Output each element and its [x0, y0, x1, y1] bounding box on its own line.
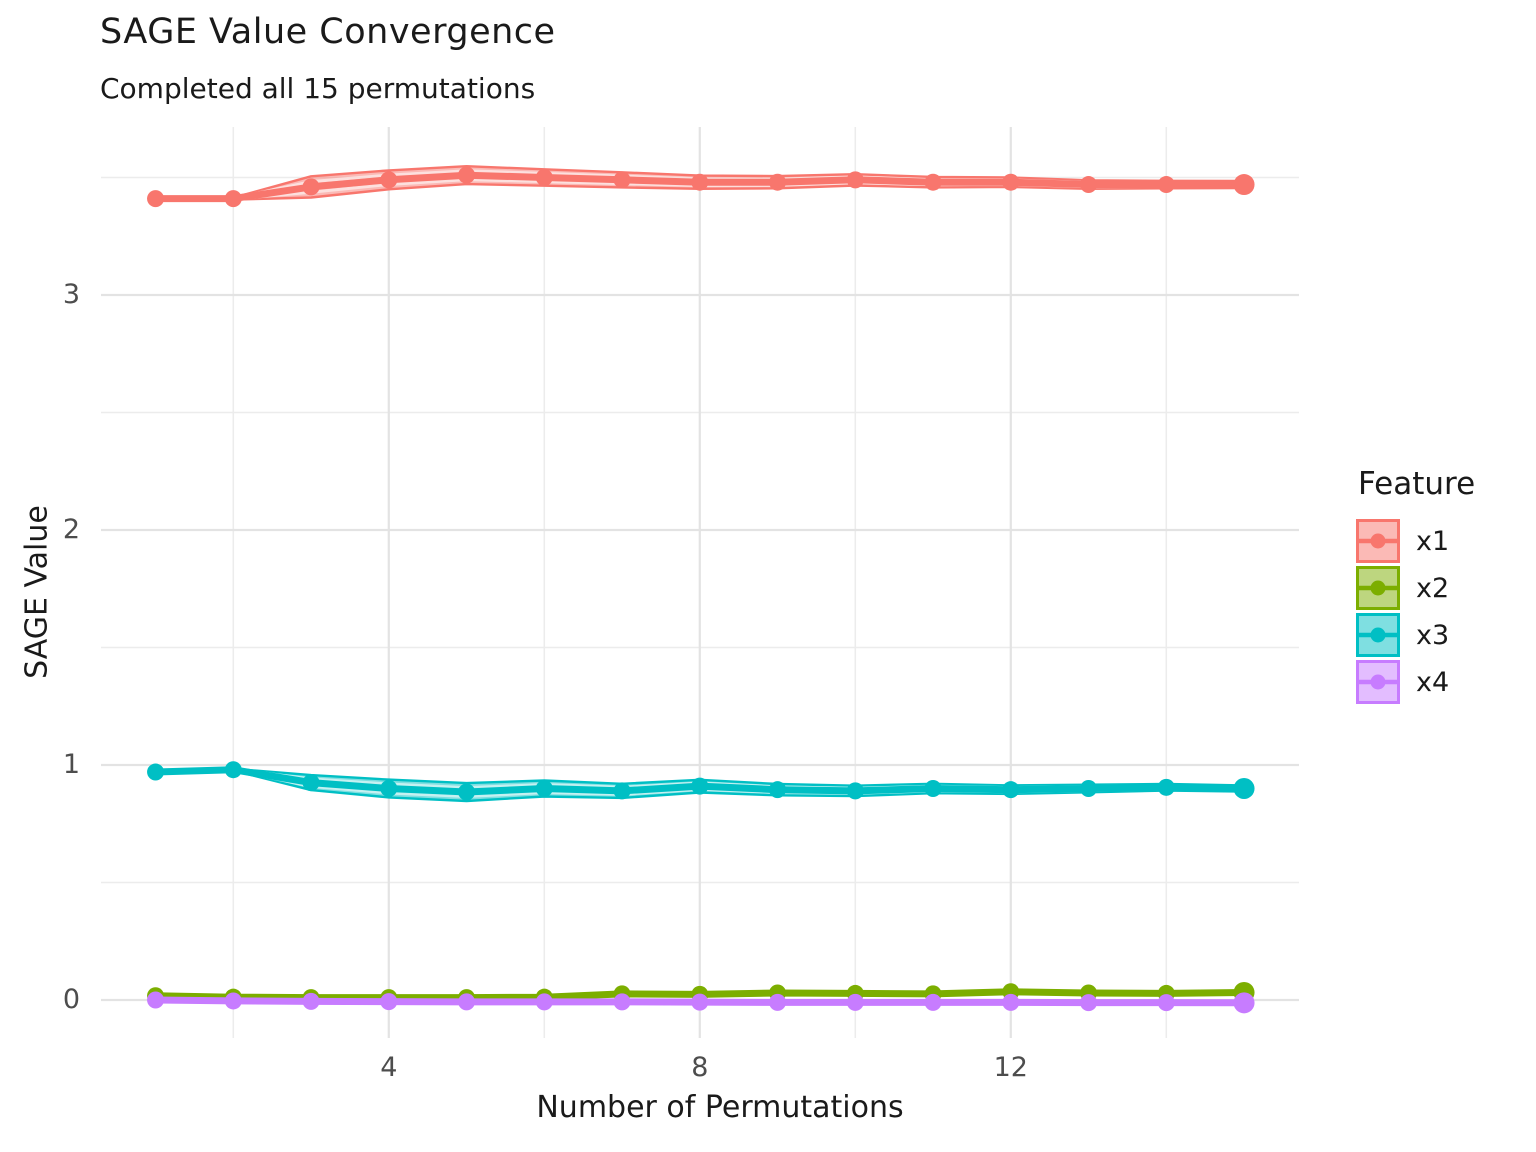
series-x3-point [846, 782, 864, 800]
x-axis-title: Number of Permutations [536, 1090, 904, 1125]
legend-entry-x1: x1 [1356, 519, 1475, 563]
series-x1-point [147, 190, 165, 208]
legend-entries: x1 x2 x3 x4 [1356, 519, 1475, 704]
series-x3-point [1080, 780, 1098, 797]
legend-key-x3 [1356, 613, 1400, 657]
x-tick-label: 12 [993, 1052, 1028, 1083]
series-x1-point [846, 171, 864, 189]
legend-key-x1 [1356, 519, 1400, 563]
series-x4-point [535, 993, 553, 1011]
series-x4-point [1157, 994, 1175, 1012]
series-x1-point [769, 173, 787, 191]
series-x4-point [302, 992, 320, 1010]
legend-key-glyph [1359, 533, 1397, 549]
y-tick-label: 1 [62, 749, 80, 780]
series-x1-point [302, 178, 320, 196]
legend-label: x3 [1416, 619, 1450, 651]
series-x1-point [535, 169, 553, 186]
legend-key-glyph [1359, 580, 1397, 596]
series-x4-point [846, 993, 864, 1011]
series-x3-point [147, 763, 165, 781]
x-tick-label: 4 [380, 1052, 398, 1083]
series-x3-point [1233, 778, 1255, 799]
series-x3-point [380, 780, 398, 797]
series-x1-point [224, 190, 242, 208]
y-tick-label: 3 [62, 279, 80, 310]
series-x4-point [1233, 992, 1255, 1014]
series-x3-point [691, 777, 709, 795]
series-x1-point [380, 171, 398, 189]
series-x1-point [924, 173, 942, 191]
series-x1-point [1233, 174, 1255, 196]
series-x3-point [302, 774, 320, 792]
series-x3-point [535, 780, 553, 797]
series-x3-point [1157, 778, 1175, 796]
legend-label: x2 [1416, 572, 1450, 604]
legend-key-glyph [1359, 674, 1397, 690]
legend-key-x2 [1356, 566, 1400, 610]
chart-title: SAGE Value Convergence [100, 12, 556, 52]
series-x4-point [458, 993, 476, 1011]
legend-entry-x4: x4 [1356, 660, 1475, 704]
chart-subtitle: Completed all 15 permutations [100, 72, 536, 105]
x-tick-label: 8 [691, 1052, 709, 1083]
series-x3-point [613, 782, 631, 800]
legend-title: Feature [1358, 466, 1476, 502]
series-x1-point [613, 171, 631, 189]
series-x1-point [1080, 176, 1098, 194]
series-x4-point [691, 993, 709, 1011]
legend-key-x4 [1356, 660, 1400, 704]
legend-label: x1 [1416, 525, 1450, 557]
series-x1-point [691, 173, 709, 191]
series-x3-point [924, 780, 942, 797]
legend-entry-x3: x3 [1356, 613, 1475, 657]
series-x4-point [924, 993, 942, 1011]
series-x4-point [147, 991, 165, 1009]
series-x4-point [1080, 994, 1098, 1012]
series-x1-point [1157, 176, 1175, 194]
series-x3-point [769, 781, 787, 799]
legend-key-glyph [1359, 627, 1397, 643]
series-x4-point [1002, 993, 1020, 1011]
series-x3-point [224, 761, 242, 779]
series-x4-point [380, 993, 398, 1011]
series-x1-point [1002, 173, 1020, 191]
legend-entry-x2: x2 [1356, 566, 1475, 610]
legend-label: x4 [1416, 666, 1450, 698]
series-x3-point [458, 783, 476, 801]
legend: Feature x1 x2 x3 x4 [1356, 466, 1475, 707]
series-x4-point [613, 993, 631, 1011]
y-tick-label: 2 [62, 514, 80, 545]
series-x1-point [458, 166, 476, 184]
series-x4-point [769, 993, 787, 1011]
series-x4-point [224, 992, 242, 1010]
series-x3-point [1002, 781, 1020, 799]
y-tick-label: 0 [62, 984, 80, 1015]
